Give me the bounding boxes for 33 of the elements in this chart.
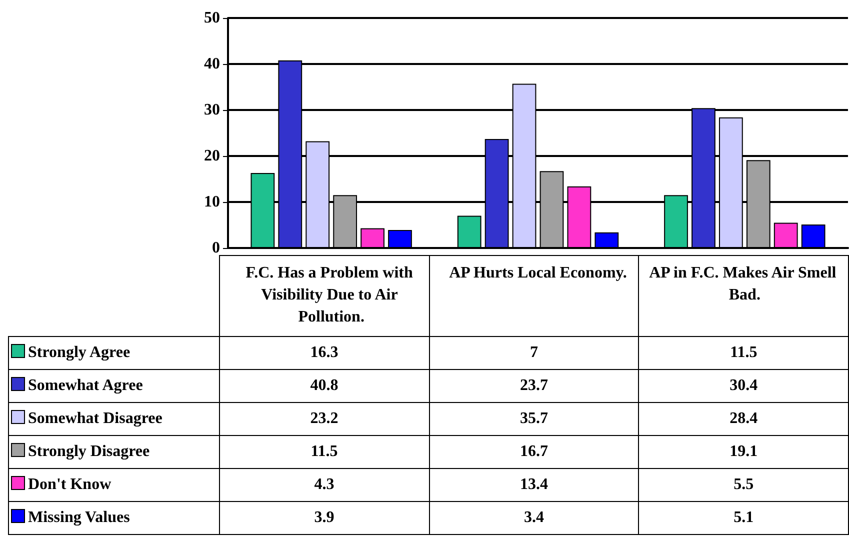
legend-label: Somewhat Disagree [8, 402, 220, 436]
legend-label: Strongly Disagree [8, 436, 220, 468]
data-label: 4.3 [219, 468, 430, 502]
y-tick-label: 40 [204, 56, 220, 72]
data-label: 19.1 [638, 436, 848, 468]
data-label: 23.7 [429, 370, 639, 402]
data-label: 35.7 [429, 402, 639, 436]
legend-label: Missing Values [8, 502, 220, 534]
data-label: 3.4 [429, 502, 639, 534]
y-tick-label: 50 [204, 10, 220, 26]
data-label: 3.9 [219, 502, 430, 534]
data-label: 5.5 [638, 468, 848, 502]
y-tick-label: 20 [204, 148, 220, 164]
y-tick-label: 10 [204, 194, 220, 210]
x-tick-label: F.C. Has a Problem with Visibility Due to Air Pollution. [246, 264, 417, 326]
legend-label: Don't Know [8, 468, 220, 502]
legend-label: Somewhat Agree [8, 370, 220, 402]
data-label: 23.2 [219, 402, 430, 436]
data-label: 5.1 [638, 502, 848, 534]
y-tick-label: 0 [212, 240, 220, 256]
data-label: 13.4 [429, 468, 639, 502]
data-label: 11.5 [638, 336, 848, 370]
data-label: 28.4 [638, 402, 848, 436]
legend-label: Strongly Agree [8, 336, 220, 370]
data-label: 40.8 [219, 370, 430, 402]
data-label: 30.4 [638, 370, 848, 402]
data-label: 16.3 [219, 336, 430, 370]
x-tick-label: AP in F.C. Makes Air Smell Bad. [649, 264, 840, 304]
data-label: 11.5 [219, 436, 430, 468]
data-label: 16.7 [429, 436, 639, 468]
y-tick-label: 30 [204, 102, 220, 118]
x-tick-label: AP Hurts Local Economy. [449, 264, 627, 282]
data-label: 7 [429, 336, 639, 370]
